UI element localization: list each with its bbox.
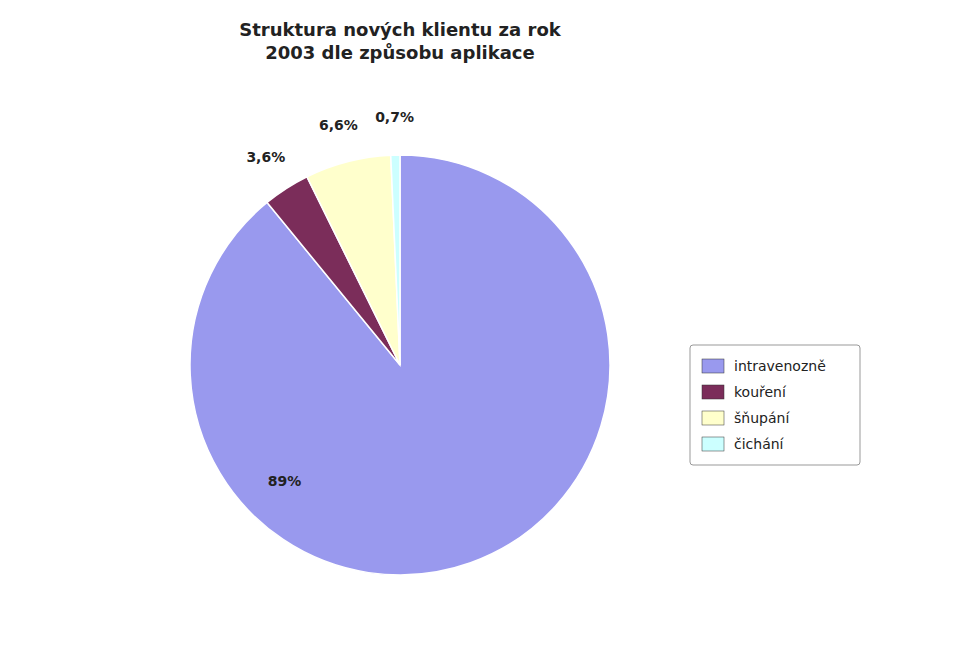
legend-entry: intravenozně xyxy=(734,358,826,374)
data-label: 6,6% xyxy=(319,117,358,133)
data-label: 0,7% xyxy=(375,109,414,125)
legend-swatch xyxy=(702,437,724,451)
chart-container: Struktura nových klientu za rok2003 dle … xyxy=(0,0,960,651)
data-label: 89% xyxy=(268,473,302,489)
legend-entry: čichání xyxy=(734,436,785,452)
legend: intravenozně kouření šňupání čichání xyxy=(690,345,860,465)
pie-slice xyxy=(391,155,400,365)
pie-slice xyxy=(307,155,400,365)
title: Struktura nových klientu za rok2003 dle … xyxy=(239,19,561,63)
legend-entry: šňupání xyxy=(734,410,790,426)
data-label: 3,6% xyxy=(246,149,285,165)
chart-svg: Struktura nových klientu za rok2003 dle … xyxy=(0,0,960,651)
legend-swatch xyxy=(702,385,724,399)
slices xyxy=(190,155,610,575)
data-labels: 89% 3,6% 6,6% 0,7% xyxy=(246,109,414,488)
legend-swatch xyxy=(702,411,724,425)
legend-swatch xyxy=(702,359,724,373)
legend-entry: kouření xyxy=(734,384,787,400)
legend-frame xyxy=(690,345,860,465)
pie-slice xyxy=(190,155,610,575)
